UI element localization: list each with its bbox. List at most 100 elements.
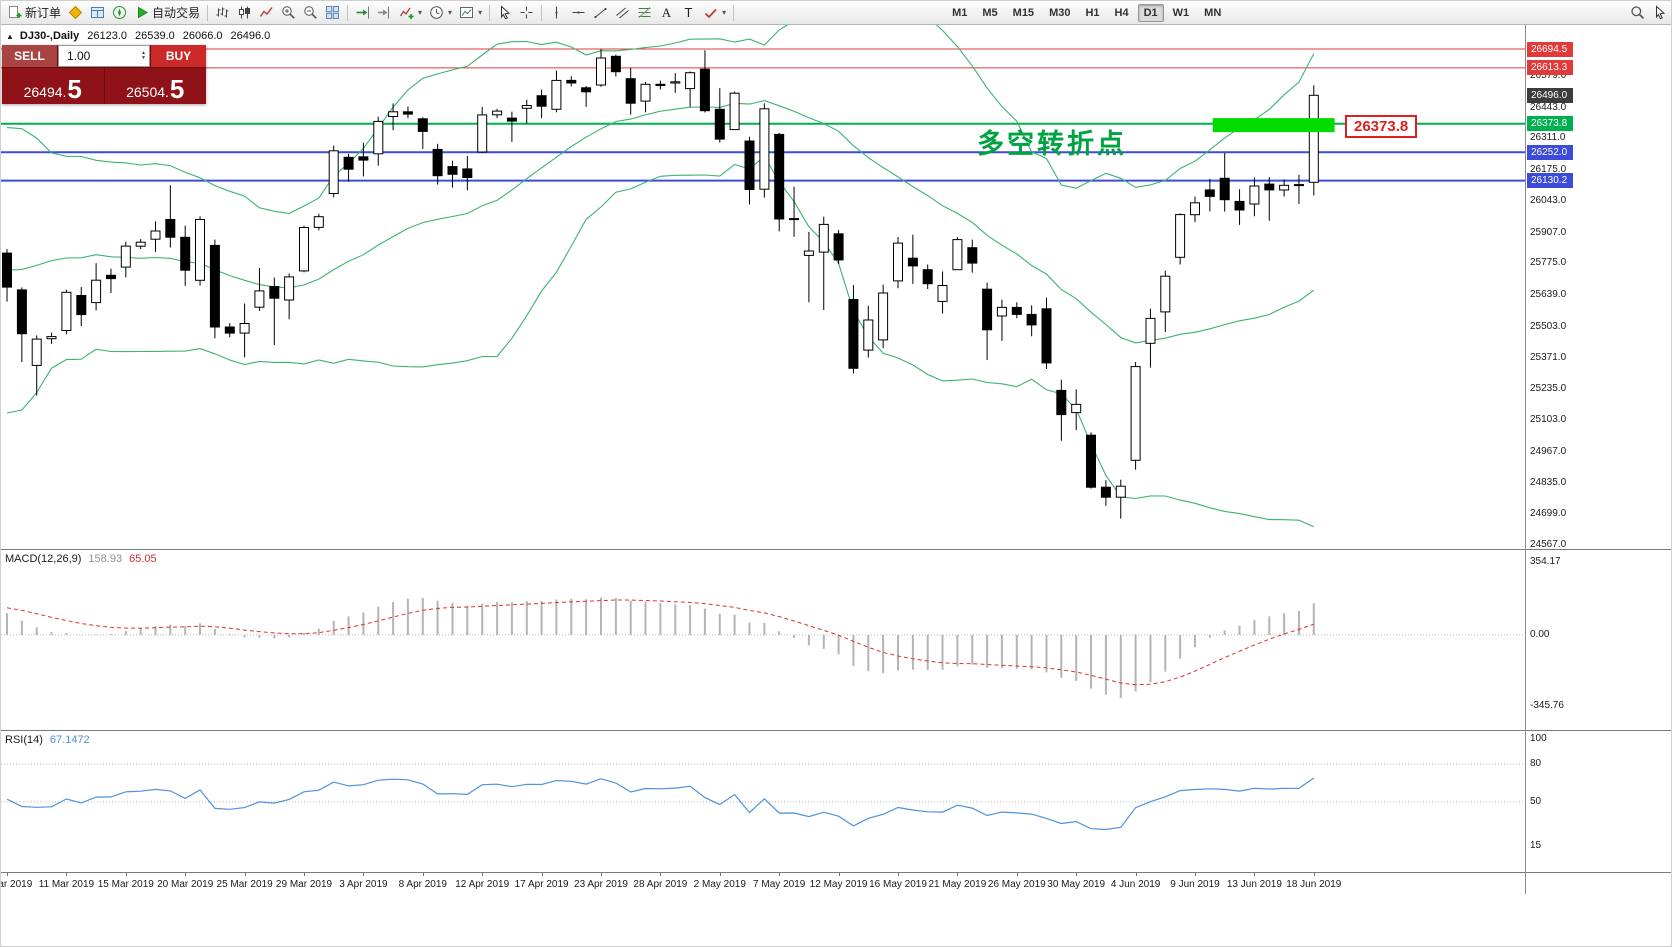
candle-18-Jun[interactable] xyxy=(1308,94,1319,183)
candle-21-May[interactable] xyxy=(952,239,963,271)
rsi-plot-area[interactable] xyxy=(1,731,1525,878)
candle-14-Mar[interactable] xyxy=(106,274,116,280)
candle-28-Mar[interactable] xyxy=(284,276,295,301)
candle-29-Apr[interactable] xyxy=(670,81,681,84)
candle-14-Apr[interactable] xyxy=(492,110,503,116)
candle-8-Apr[interactable] xyxy=(417,118,428,132)
sell-price-box[interactable]: 26494. 5 xyxy=(2,68,104,104)
indicators-button[interactable]: ▾ xyxy=(396,3,425,23)
text-button[interactable]: A xyxy=(656,3,677,23)
candle-31-Mar[interactable] xyxy=(313,216,324,228)
candle-18-Apr[interactable] xyxy=(551,79,562,110)
candle-6-Jun[interactable] xyxy=(1160,275,1171,313)
candle-16-Jun[interactable] xyxy=(1279,184,1290,191)
candle-18-Mar[interactable] xyxy=(150,230,161,240)
new-order-button[interactable]: 新订单 xyxy=(4,3,64,23)
candle-31-May[interactable] xyxy=(1086,434,1096,488)
candle-5-May[interactable] xyxy=(744,140,755,190)
timeframe-d1-button[interactable]: D1 xyxy=(1137,3,1164,22)
candle-7-Jun[interactable] xyxy=(1175,214,1186,258)
candle-12-Apr[interactable] xyxy=(477,114,488,153)
volume-spinner-icon[interactable]: ▲ ▼ xyxy=(141,50,146,61)
candle-3-Jun[interactable] xyxy=(1115,485,1126,498)
candle-2-May[interactable] xyxy=(714,108,725,140)
timeframe-h4-button[interactable]: H4 xyxy=(1114,6,1129,19)
candle-13-May[interactable] xyxy=(848,299,859,369)
buy-button[interactable]: BUY xyxy=(150,45,206,67)
timeframe-m1-button[interactable]: M1 xyxy=(952,6,968,19)
periods-button[interactable]: ▾ xyxy=(426,3,455,23)
candle-1-May[interactable] xyxy=(699,68,710,112)
candle-19-May[interactable] xyxy=(922,269,933,285)
candle-5-Jun[interactable] xyxy=(1145,317,1156,344)
volume-input[interactable]: 1.00 ▲ ▼ xyxy=(58,45,150,67)
sell-button[interactable]: SELL xyxy=(2,45,58,67)
candle-30-May[interactable] xyxy=(1071,403,1082,414)
candle-25-Apr[interactable] xyxy=(625,78,636,104)
buy-price-box[interactable]: 26504. 5 xyxy=(104,68,206,104)
macd-plot-area[interactable] xyxy=(1,550,1525,736)
candle-3-Apr[interactable] xyxy=(358,156,369,161)
zoom-out-button[interactable] xyxy=(300,3,321,23)
candle-26-May[interactable] xyxy=(1011,306,1022,315)
candle-24-Apr[interactable] xyxy=(610,55,621,73)
candle-4-Jun[interactable] xyxy=(1130,366,1141,461)
candle-17-Mar[interactable] xyxy=(135,241,146,247)
candle-24-Mar[interactable] xyxy=(224,326,235,334)
navigator-button[interactable] xyxy=(109,3,130,23)
candle-12-Jun[interactable] xyxy=(1234,200,1245,211)
candle-13-Mar[interactable] xyxy=(91,279,102,304)
fibonacci-button[interactable] xyxy=(634,3,655,23)
auto-scroll-button[interactable] xyxy=(352,3,373,23)
pointer-button[interactable] xyxy=(1649,3,1670,23)
timeframe-m5-button[interactable]: M5 xyxy=(982,6,998,19)
candle-12-May[interactable] xyxy=(833,233,844,261)
candle-27-Mar[interactable] xyxy=(269,286,280,299)
zoom-in-button[interactable] xyxy=(278,3,299,23)
candle-28-Apr[interactable] xyxy=(655,83,666,86)
candle-10-Jun[interactable] xyxy=(1204,189,1215,197)
candle-8-Mar[interactable] xyxy=(31,338,42,366)
candle-16-Apr[interactable] xyxy=(521,105,532,109)
candle-7-May[interactable] xyxy=(774,133,785,220)
tile-windows-button[interactable] xyxy=(322,3,343,23)
candle-29-Mar[interactable] xyxy=(299,227,309,272)
candle-7-Mar[interactable] xyxy=(16,289,27,335)
candle-7-Apr[interactable] xyxy=(402,111,413,115)
candle-26-Mar[interactable] xyxy=(254,290,265,308)
candle-11-Apr[interactable] xyxy=(462,168,473,178)
trendline-button[interactable] xyxy=(590,3,611,23)
market-watch-button[interactable] xyxy=(65,3,86,23)
candle-3-May[interactable] xyxy=(729,92,740,131)
candle-10-May[interactable] xyxy=(818,223,829,253)
candle-22-May[interactable] xyxy=(967,247,978,264)
candlestick-chart-canvas[interactable] xyxy=(1,1,1525,549)
templates-button[interactable]: ▾ xyxy=(456,3,485,23)
chart-shift-button[interactable] xyxy=(374,3,395,23)
chart-plot-area[interactable] xyxy=(1,1,1525,554)
search-button[interactable] xyxy=(1627,3,1648,23)
candle-4-Apr[interactable] xyxy=(373,120,384,155)
vertical-line-button[interactable] xyxy=(546,3,567,23)
candle-20-Mar[interactable] xyxy=(180,236,191,271)
highlight-rectangle-object[interactable] xyxy=(1212,118,1335,133)
candle-1-Apr[interactable] xyxy=(328,150,339,195)
candle-23-Apr[interactable] xyxy=(596,57,606,86)
candle-2-Apr[interactable] xyxy=(343,156,354,170)
candle-24-May[interactable] xyxy=(996,306,1007,317)
candle-5-Apr[interactable] xyxy=(388,111,399,118)
arrows-button[interactable]: ▾ xyxy=(700,3,729,23)
text-label-button[interactable]: T xyxy=(678,3,699,23)
candle-21-Apr[interactable] xyxy=(566,79,577,84)
candle-30-Apr[interactable] xyxy=(685,72,696,90)
candle-15-Mar[interactable] xyxy=(120,245,131,268)
timeframe-w1-button[interactable]: W1 xyxy=(1172,6,1190,19)
crosshair-button[interactable] xyxy=(516,3,537,23)
timeframe-m30-button[interactable]: M30 xyxy=(1049,6,1071,19)
timeframe-m15-button[interactable]: M15 xyxy=(1012,6,1035,19)
candle-21-Mar[interactable] xyxy=(195,219,205,281)
candle-22-Apr[interactable] xyxy=(581,87,592,93)
candle-17-Jun[interactable] xyxy=(1294,184,1304,187)
chart-price-scale[interactable]: 26579.0 26443.0 26311.0 26175.0 26043.0 25907… xyxy=(1526,25,1671,550)
